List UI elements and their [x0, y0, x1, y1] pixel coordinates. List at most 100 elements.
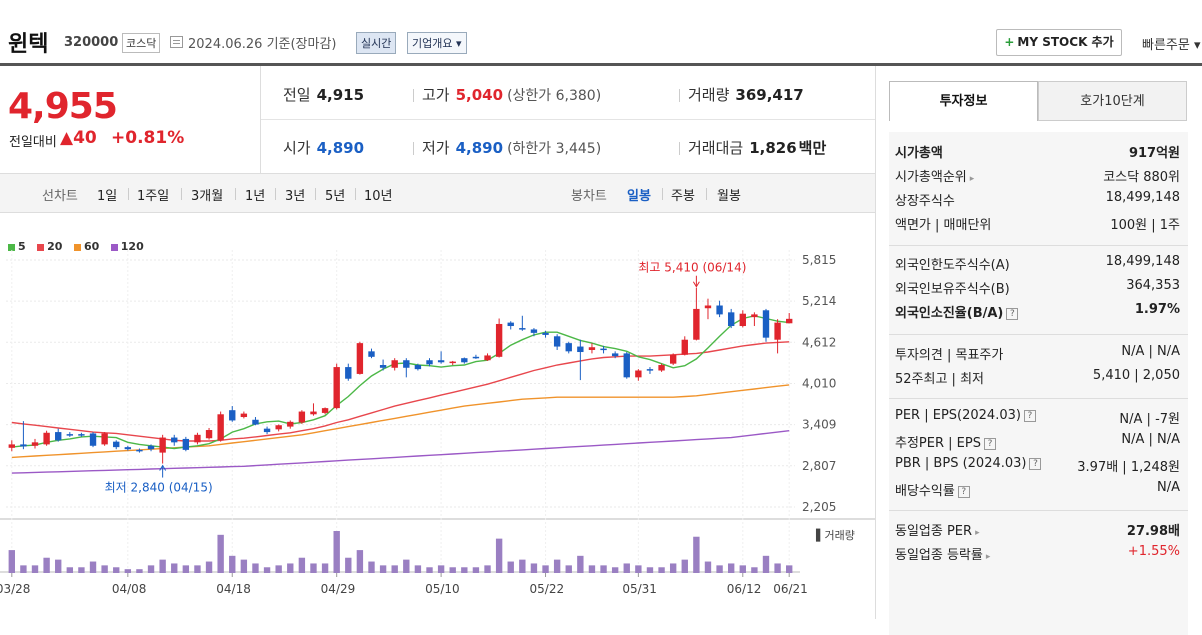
amount-unit: 백만: [798, 139, 827, 157]
help-icon[interactable]: ?: [957, 485, 970, 498]
candle: [472, 356, 480, 359]
volume-bar: [414, 565, 422, 573]
candle-chart-label: 봉차트: [571, 189, 607, 204]
volume-bar: [507, 561, 514, 573]
candle: [403, 360, 410, 368]
stat-value: 1,826: [749, 139, 797, 157]
legend-ma20: 20: [37, 240, 62, 253]
candle: [89, 433, 97, 446]
volume-bar: [217, 534, 224, 573]
volume-bar: [669, 563, 677, 573]
info-value: N/A: [1157, 480, 1180, 495]
info-value: 5,410 | 2,050: [1092, 368, 1180, 383]
candle-daily[interactable]: 일봉: [627, 189, 651, 204]
volume-bar: [379, 565, 387, 573]
legend-ma5: 5: [8, 240, 26, 253]
candle: [171, 437, 178, 443]
info-row[interactable]: 동일업종 PER ▸ 27.98배: [895, 520, 1180, 539]
candle: [240, 413, 248, 418]
high-arrow-head: [692, 281, 700, 288]
candle: [182, 438, 190, 450]
price-chart[interactable]: 5,815 5,214 4,612 4,010 3,409 2,807 2,205 03/28…: [0, 213, 875, 619]
info-label: 배당수익률: [895, 484, 955, 499]
stat-value: 4,890: [316, 139, 365, 157]
volume-bar: [600, 565, 607, 573]
price-summary: 4,955 전일대비 ▲40 +0.81%: [0, 66, 261, 173]
volume-bar: [484, 565, 491, 573]
section-divider: [889, 398, 1188, 399]
candle: [716, 305, 723, 315]
legend-ma60: 60: [73, 240, 99, 253]
candle: [437, 360, 445, 363]
x-tick-label: 05/10: [425, 582, 460, 596]
candle: [588, 347, 596, 350]
info-row: 52주최고 | 최저 5,410 | 2,050: [895, 368, 1180, 387]
candle: [113, 441, 120, 448]
candle: [194, 434, 201, 443]
candle: [356, 343, 364, 374]
company-overview-button[interactable]: 기업개요 ▾: [407, 32, 467, 54]
period-1d[interactable]: 1일: [97, 189, 118, 204]
header-divider: [0, 63, 1202, 66]
info-row[interactable]: 시가총액순위 ▸ 코스닥 880위: [895, 166, 1180, 185]
info-value: N/A | -7원: [1119, 412, 1180, 427]
volume-bar: [101, 565, 108, 573]
y-tick-label: 5,214: [802, 294, 836, 308]
period-3m[interactable]: 3개월: [191, 189, 224, 204]
realtime-button[interactable]: 실시간: [356, 32, 397, 54]
volume-bar: [565, 565, 572, 573]
period-1y[interactable]: 1년: [245, 189, 266, 204]
x-tick-label: 04/18: [216, 582, 251, 596]
stat-value: 4,915: [316, 86, 365, 104]
info-row[interactable]: 동일업종 등락률 ▸ +1.55%: [895, 544, 1180, 563]
candle: [43, 432, 50, 445]
info-row: 추정PER | EPS? N/A | N/A: [895, 432, 1180, 451]
candle: [426, 360, 433, 365]
help-icon[interactable]: ?: [1023, 409, 1036, 422]
info-row: 외국인한도주식수(A) 18,499,148: [895, 254, 1180, 273]
candle: [217, 414, 224, 441]
help-icon[interactable]: ?: [1006, 307, 1019, 320]
candle: [762, 310, 770, 338]
candle-weekly[interactable]: 주봉: [671, 189, 695, 204]
plus-icon: +: [1004, 35, 1015, 49]
chevron-right-icon: ▸: [969, 174, 975, 184]
help-icon[interactable]: ?: [1029, 457, 1042, 470]
volume-label: ▌거래량: [815, 528, 855, 542]
add-my-stock-button[interactable]: + MY STOCK 추가: [996, 29, 1122, 56]
stock-code: 320000: [64, 35, 119, 50]
info-label: 외국인한도주식수(A): [895, 258, 1010, 273]
candle-monthly[interactable]: 월봉: [717, 189, 741, 204]
volume-bar: [229, 555, 236, 573]
quick-order-button[interactable]: 빠른주문 ▾: [1142, 38, 1201, 53]
stat-value: 369,417: [735, 86, 804, 104]
ma20-line: [11, 341, 790, 442]
tab-invest-info[interactable]: 투자정보: [889, 81, 1038, 121]
volume-bar: [449, 567, 456, 573]
volume-bar: [89, 561, 97, 573]
info-label: 외국인보유주식수(B): [895, 282, 1010, 297]
info-label: 투자의견 | 목표주가: [895, 348, 1004, 363]
period-3y[interactable]: 3년: [285, 189, 306, 204]
candle: [321, 408, 329, 413]
y-tick-label: 2,807: [802, 459, 836, 473]
info-row: 투자의견 | 목표주가 N/A | N/A: [895, 344, 1180, 363]
candle: [8, 444, 15, 448]
candle: [101, 433, 108, 445]
stat-label: 거래량: [688, 86, 730, 104]
period-5y[interactable]: 5년: [325, 189, 346, 204]
volume-bar: [391, 565, 398, 573]
info-row: PBR | BPS (2024.03)? 3.97배 | 1,248원: [895, 456, 1180, 475]
tab-orderbook[interactable]: 호가10단계: [1038, 81, 1187, 121]
volume-bar: [78, 567, 85, 573]
change-amount: 40: [73, 128, 97, 148]
volume-bar: [426, 567, 433, 573]
help-icon[interactable]: ?: [983, 437, 996, 450]
period-10y[interactable]: 10년: [364, 189, 393, 204]
info-value: 917억원: [1128, 146, 1180, 161]
volume-bar: [658, 567, 665, 573]
volume-bar: [553, 559, 561, 573]
period-1w[interactable]: 1주일: [137, 189, 170, 204]
low-arrow-head: [159, 464, 167, 471]
ma120-line: [11, 430, 790, 474]
